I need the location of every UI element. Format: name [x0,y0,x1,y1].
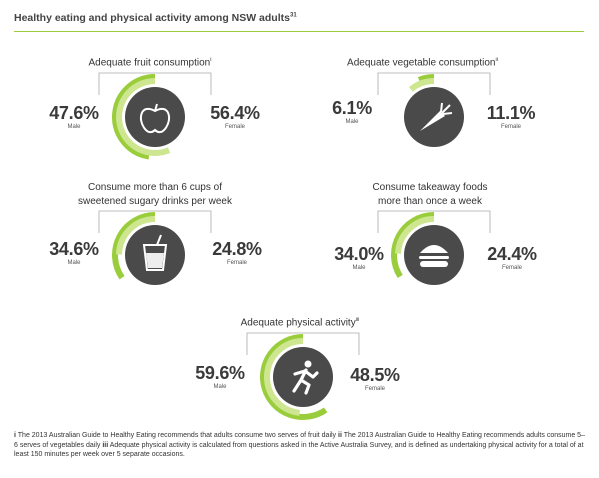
drinks-male-label: Male [67,260,81,266]
female-arc [264,338,304,416]
vegetable-title: Adequate vegetable consumptionii [347,57,498,69]
carrot-leaves [440,102,453,115]
takeaway-female-stat: 24.4% Female [480,245,544,272]
glass-fill [146,253,164,268]
fruit-male-stat: 47.6% Male [42,104,106,131]
runner-body [292,368,319,395]
female-arc [408,78,435,92]
drinks-male-stat: 34.6% Male [42,240,106,267]
drinks-title: Consume more than 6 cups of sweetened sug… [78,182,232,207]
female-connector-line [303,332,360,355]
vegetable-female-label: Female [500,124,521,130]
activity-female-label: Female [364,386,385,392]
apple-stem [154,103,158,112]
carrot-icon [420,102,453,131]
takeaway-female-value: 24.4% [487,244,537,264]
drinks-male-value: 34.6% [49,239,99,259]
footnote: i The 2013 Australian Guide to Healthy E… [14,432,585,458]
vegetable-female-stat: 11.1% Female [483,104,539,131]
apple-body [139,108,171,134]
burger-patty [419,256,449,259]
male-connector-line [98,72,155,95]
female-connector-line [434,210,491,233]
female-arc [116,78,171,156]
glass-outline [142,244,168,271]
drinks-female-stat: 24.8% Female [205,240,269,267]
drinks-female-label: Female [226,260,247,266]
takeaway-male-label: Male [352,265,366,271]
male-arc [112,74,156,160]
burger-bottom-bun [420,261,448,267]
takeaway-female-label: Female [501,265,522,271]
page-title: Healthy eating and physical activity amo… [14,12,297,24]
female-connector-line [155,72,212,95]
carrot-body [420,111,445,131]
vegetable-male-stat: 6.1% Male [326,99,378,126]
fruit-male-label: Male [67,124,81,130]
female-arc [116,216,156,255]
female-arc [395,216,435,254]
drinks-female-value: 24.8% [212,239,262,259]
male-arc [260,334,328,420]
burger-top-bun [420,245,448,253]
activity-male-label: Male [213,384,227,390]
activity-title: Adequate physical activityiii [240,317,360,329]
male-arc [391,212,435,279]
fruit-female-value: 56.4% [210,103,260,123]
male-connector-line [246,332,303,355]
glass-straw [156,234,162,246]
icon-circle [125,87,185,147]
female-connector-line [434,72,491,95]
fruit-female-label: Female [224,124,245,130]
vegetable-male-label: Male [345,119,359,125]
fruit-title: Adequate fruit consumptioni [88,57,212,69]
drink-glass-icon [142,234,168,271]
fruit-female-stat: 56.4% Female [203,104,267,131]
vegetable-male-value: 6.1% [332,98,372,118]
vegetable-female-value: 11.1% [486,103,536,123]
burger-icon [419,245,449,267]
male-connector-line [377,210,434,233]
icon-circle [404,225,464,285]
activity-male-stat: 59.6% Male [188,364,252,391]
activity-male-value: 59.6% [195,363,245,383]
running-person-icon [292,360,319,395]
male-arc [112,212,156,280]
runner-head [304,360,312,368]
title-divider [14,31,584,32]
activity-female-stat: 48.5% Female [343,366,407,393]
fruit-male-value: 47.6% [49,103,99,123]
takeaway-male-value: 34.0% [334,244,384,264]
takeaway-male-stat: 34.0% Male [327,245,391,272]
activity-female-value: 48.5% [350,365,400,385]
takeaway-title: Consume takeaway foods more than once a w… [372,182,488,207]
male-connector-line [98,210,155,233]
female-connector-line [155,210,212,233]
male-arc [417,74,435,83]
apple-icon [139,103,171,134]
male-connector-line [377,72,434,95]
